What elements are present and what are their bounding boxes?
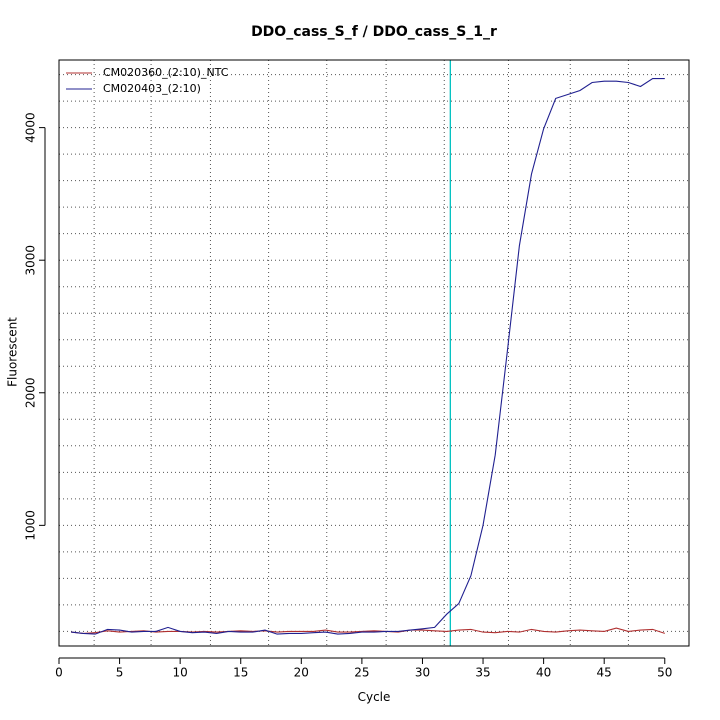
- legend-label-ntc: CM020360_(2:10)_NTC: [103, 66, 229, 79]
- series-line-ntc: [71, 627, 665, 634]
- x-tick-label: 40: [536, 666, 551, 680]
- plot-frame: [58, 59, 690, 647]
- x-tick-label: 45: [597, 666, 612, 680]
- y-tick-label: 1000: [24, 510, 38, 541]
- series-line-sample: [71, 78, 665, 635]
- x-tick-label: 30: [415, 666, 430, 680]
- x-axis-label: Cycle: [358, 690, 391, 704]
- y-axis-label: Fluorescent: [6, 317, 20, 387]
- y-tick-label: 3000: [24, 245, 38, 276]
- x-axis: 0 5 10 15 20 25 30 35 40 45 50: [55, 657, 672, 680]
- y-tick-label: 2000: [24, 378, 38, 409]
- x-tick-label: 5: [116, 666, 124, 680]
- grid-lines: [59, 60, 689, 646]
- series-lines: [71, 78, 665, 635]
- chart-title: DDO_cass_S_f / DDO_cass_S_1_r: [251, 24, 497, 40]
- x-tick-label: 15: [233, 666, 248, 680]
- x-tick-label: 0: [55, 666, 63, 680]
- x-tick-label: 25: [354, 666, 369, 680]
- y-axis: 1000 2000 3000 4000: [24, 112, 46, 541]
- x-tick-label: 50: [657, 666, 672, 680]
- legend-label-sample: CM020403_(2:10): [103, 82, 201, 95]
- y-tick-label: 4000: [24, 112, 38, 143]
- x-tick-label: 35: [475, 666, 490, 680]
- x-tick-label: 20: [294, 666, 309, 680]
- legend: CM020360_(2:10)_NTC CM020403_(2:10): [66, 66, 229, 95]
- x-tick-label: 10: [173, 666, 188, 680]
